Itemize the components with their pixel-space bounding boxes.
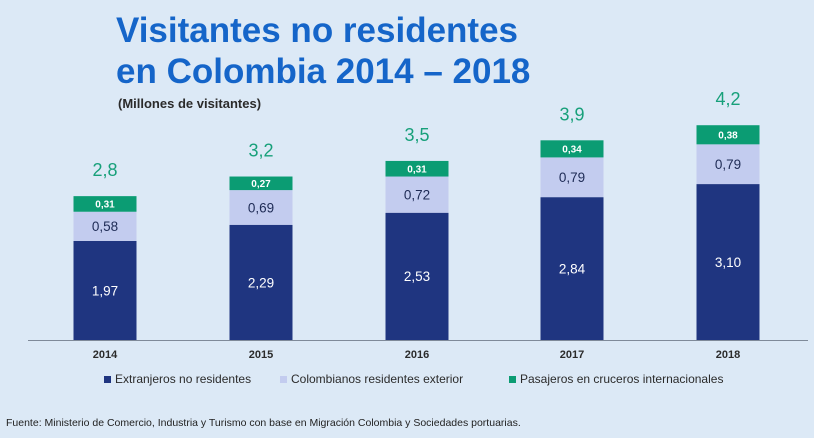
bar-segment-label: 0,31 [95,200,115,211]
bar-segment-label: 0,58 [92,219,118,234]
bar-segment-2-2016 [385,176,449,213]
x-tick-label: 2017 [560,349,584,361]
legend-swatch [280,376,287,383]
chart-title-line-1: Visitantes no residentes [116,11,519,50]
bar-segment-1-2014 [73,240,137,340]
bar-segment-label: 2,84 [559,261,586,276]
bar-segment-label: 0,34 [562,144,582,155]
legend-swatch [104,376,111,383]
bar-segment-2-2014 [73,211,137,241]
bar-segment-1-2015 [229,224,293,340]
bar-segment-label: 2,53 [404,269,430,284]
bar-segment-2-2017 [540,157,604,198]
x-tick-label: 2018 [716,349,740,361]
bar-total-label: 2,8 [92,160,117,180]
legend-label: Pasajeros en cruceros internacionales [520,372,723,386]
legend-swatch [509,376,516,383]
bar-segment-3-2018 [696,125,760,145]
bar-segment-label: 0,38 [718,130,738,141]
bar-segment-label: 0,69 [248,200,274,215]
bar-segment-1-2016 [385,212,449,340]
bar-total-label: 3,9 [559,104,584,124]
bar-segment-label: 1,97 [92,283,118,298]
bar-segment-1-2018 [696,184,760,340]
bar-segment-label: 0,72 [404,187,430,202]
bar-segment-3-2017 [540,140,604,158]
bar-total-label: 3,2 [248,141,273,161]
source-note: Fuente: Ministerio de Comercio, Industri… [6,417,521,429]
chart-title: Visitantes no residentes en Colombia 201… [116,10,530,92]
bar-segment-label: 0,79 [559,170,585,185]
bar-segment-label: 0,79 [715,157,741,172]
bar-segment-3-2016 [385,160,449,177]
bar-segment-label: 3,10 [715,255,741,270]
bar-segment-3-2014 [73,196,137,212]
legend-label: Colombianos residentes exterior [291,372,463,386]
x-tick-label: 2016 [405,349,429,361]
bar-total-label: 4,2 [715,89,740,109]
bar-segment-2-2018 [696,144,760,185]
chart-title-line-2: en Colombia 2014 – 2018 [116,52,531,91]
bar-segment-label: 0,31 [407,164,427,175]
bar-segment-2-2015 [229,190,293,225]
bar-segment-3-2015 [229,176,293,191]
x-tick-label: 2015 [249,349,273,361]
bar-total-label: 3,5 [404,125,429,145]
bar-segment-label: 2,29 [248,275,274,290]
x-tick-label: 2014 [93,349,118,361]
chart-subtitle: (Millones de visitantes) [118,96,262,111]
bar-segment-label: 0,27 [251,179,271,190]
legend-label: Extranjeros no residentes [115,372,251,386]
bar-segment-1-2017 [540,197,604,340]
